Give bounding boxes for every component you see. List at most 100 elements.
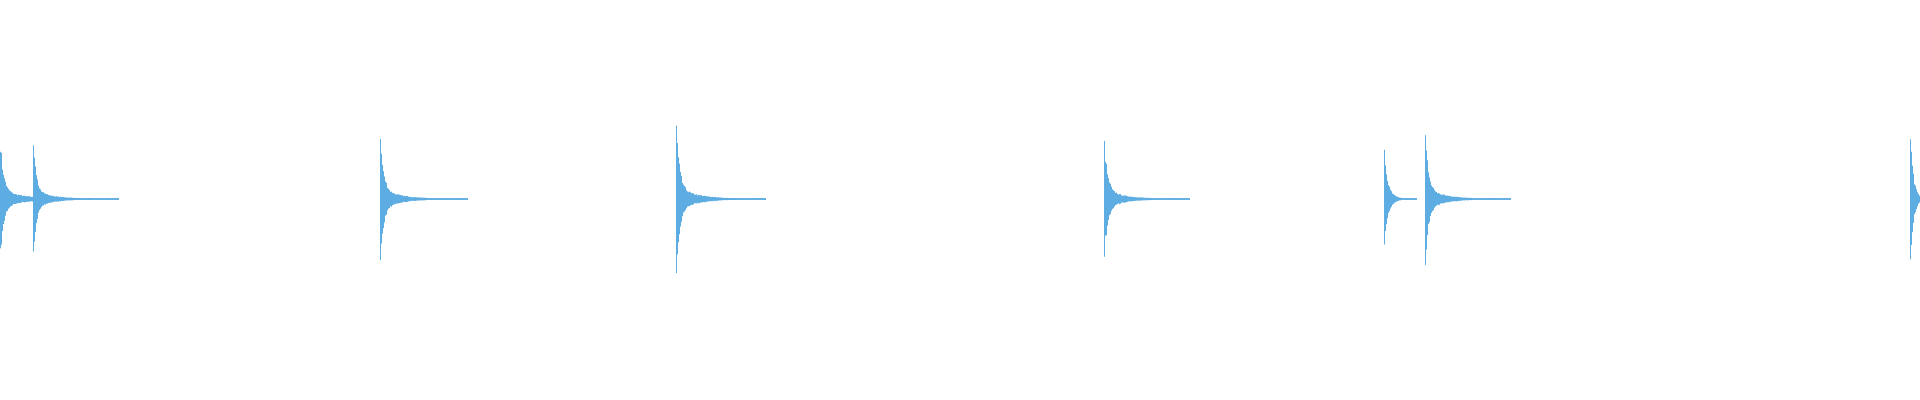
waveform-sample	[460, 198, 461, 200]
waveform-sample	[414, 197, 415, 201]
waveform-sample	[1435, 191, 1436, 207]
waveform-sample	[1443, 194, 1444, 204]
waveform-sample	[1401, 197, 1402, 201]
waveform-sample	[36, 175, 37, 224]
waveform-sample	[1120, 194, 1121, 204]
waveform-sample	[687, 191, 688, 207]
waveform-sample	[62, 196, 63, 202]
waveform-sample	[44, 193, 45, 205]
waveform-sample	[418, 197, 419, 201]
waveform-sample	[1163, 198, 1164, 200]
waveform-sample	[731, 198, 732, 200]
waveform-sample	[718, 197, 719, 201]
waveform-sample	[1146, 197, 1147, 201]
waveform-sample	[11, 192, 12, 206]
waveform-sample	[730, 197, 731, 200]
waveform-sample	[406, 196, 407, 203]
waveform-sample	[756, 198, 757, 200]
waveform-sample	[420, 197, 421, 201]
waveform-sample	[401, 195, 402, 203]
waveform-sample	[1499, 198, 1500, 200]
waveform-sample	[438, 198, 439, 200]
waveform-sample	[69, 197, 70, 201]
waveform-sample	[1411, 198, 1412, 200]
waveform-sample	[1452, 196, 1453, 202]
waveform-sample	[1384, 149, 1385, 245]
waveform-sample	[382, 164, 383, 234]
waveform-sample	[31, 196, 32, 202]
waveform-sample	[1105, 161, 1106, 236]
waveform-sample	[12, 192, 13, 206]
waveform-sample	[1450, 196, 1451, 202]
waveform-sample	[694, 194, 695, 204]
waveform-sample	[1147, 197, 1148, 201]
waveform-sample	[94, 198, 95, 200]
waveform-sample	[1145, 197, 1146, 201]
waveform-sample	[1148, 197, 1149, 201]
waveform-sample	[0, 151, 1, 249]
waveform-sample	[705, 196, 706, 202]
waveform-sample	[1426, 150, 1427, 250]
waveform-sample	[681, 175, 682, 222]
waveform-sample	[1416, 198, 1417, 200]
waveform-sample	[1179, 198, 1180, 200]
waveform-sample	[1495, 198, 1496, 200]
waveform-sample	[64, 197, 65, 201]
waveform-sample	[1114, 191, 1115, 207]
waveform-sample	[28, 196, 29, 202]
waveform-sample	[1164, 198, 1165, 200]
waveform-sample	[1, 152, 2, 245]
waveform-sample	[713, 197, 714, 201]
waveform-sample	[1122, 195, 1123, 203]
waveform-sample	[395, 194, 396, 205]
waveform-sample	[446, 198, 447, 200]
waveform-sample	[20, 194, 21, 203]
waveform-sample	[714, 196, 715, 202]
waveform-sample	[682, 183, 683, 217]
waveform-sample	[7, 187, 8, 211]
waveform-sample	[1410, 198, 1411, 200]
waveform-sample	[1437, 193, 1438, 205]
waveform-sample	[76, 197, 77, 201]
waveform-sample	[1503, 198, 1504, 200]
waveform-sample	[698, 194, 699, 204]
waveform-sample	[4, 178, 5, 221]
waveform-sample	[435, 198, 436, 200]
waveform-sample	[38, 185, 39, 213]
waveform-sample	[1459, 197, 1460, 201]
waveform-sample	[1425, 135, 1426, 265]
waveform-sample	[1912, 165, 1913, 233]
waveform-sample	[1111, 186, 1112, 211]
waveform-sample	[1187, 198, 1188, 200]
waveform-sample	[72, 197, 73, 201]
waveform-sample	[383, 171, 384, 229]
waveform-sample	[88, 198, 89, 200]
waveform-sample	[46, 194, 47, 204]
waveform-sample	[742, 198, 743, 200]
waveform-sample	[726, 197, 727, 201]
waveform-sample	[685, 187, 686, 211]
waveform-sample	[390, 191, 391, 207]
waveform-sample	[1130, 196, 1131, 202]
waveform-sample	[455, 198, 456, 200]
waveform-sample	[437, 198, 438, 200]
waveform-sample	[702, 195, 703, 203]
waveform-sample	[106, 198, 107, 200]
waveform-sample	[1386, 174, 1387, 225]
waveform-sample	[402, 195, 403, 203]
waveform-sample	[461, 198, 462, 200]
waveform-sample	[762, 198, 763, 200]
waveform-sample	[749, 198, 750, 200]
waveform-sample	[693, 193, 694, 205]
waveform-sample	[727, 197, 728, 201]
waveform-sample	[706, 196, 707, 203]
waveform-sample	[1189, 198, 1190, 200]
waveform-sample	[684, 185, 685, 212]
waveform-sample	[1152, 198, 1153, 200]
waveform-sample	[53, 196, 54, 202]
waveform-sample	[1150, 198, 1151, 201]
waveform-sample	[79, 198, 80, 200]
waveform-sample	[117, 198, 118, 200]
waveform-sample	[1119, 194, 1120, 205]
waveform-sample	[1157, 198, 1158, 200]
